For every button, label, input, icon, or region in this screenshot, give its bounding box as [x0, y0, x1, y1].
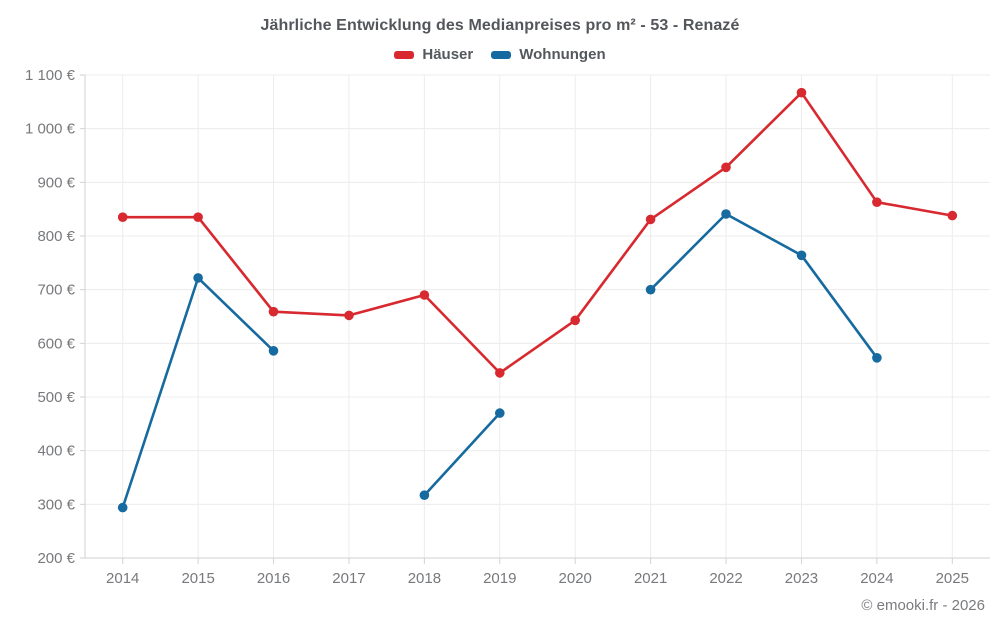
- x-tick-label: 2017: [332, 570, 365, 587]
- legend-label-haeuser: Häuser: [422, 46, 474, 63]
- wohnungen-series-swatch-icon: [491, 50, 512, 59]
- x-tick-label: 2021: [634, 570, 667, 587]
- x-tick-label: 2016: [257, 570, 290, 587]
- y-tick-label: 1 000 €: [25, 121, 76, 138]
- data-point-häuser-2021[interactable]: [645, 214, 656, 225]
- haeuser-series-swatch-icon: [394, 50, 415, 59]
- y-tick-label: 900 €: [37, 174, 75, 191]
- data-point-wohnungen-2016[interactable]: [268, 346, 279, 356]
- data-point-häuser-2016[interactable]: [268, 306, 279, 317]
- data-point-häuser-2015[interactable]: [193, 212, 203, 222]
- x-tick-label: 2018: [408, 570, 441, 587]
- data-point-häuser-2024[interactable]: [872, 197, 882, 207]
- data-point-wohnungen-2023[interactable]: [796, 250, 807, 261]
- chart-title: Jährliche Entwicklung des Medianpreises …: [260, 17, 740, 34]
- data-point-häuser-2014[interactable]: [117, 212, 128, 222]
- y-tick-label: 500 €: [37, 389, 75, 406]
- x-tick-label: 2023: [785, 570, 818, 587]
- x-tick-label: 2014: [106, 570, 139, 587]
- data-point-wohnungen-2024[interactable]: [872, 353, 882, 363]
- data-point-häuser-2019[interactable]: [495, 368, 505, 378]
- data-point-wohnungen-2022[interactable]: [721, 209, 731, 219]
- data-point-häuser-2025[interactable]: [947, 210, 958, 221]
- x-tick-label: 2020: [559, 570, 592, 587]
- data-point-wohnungen-2014[interactable]: [117, 502, 128, 513]
- series-line-häuser: [121, 91, 954, 375]
- x-tick-label: 2022: [709, 570, 742, 587]
- x-tick-label: 2025: [936, 570, 969, 587]
- y-tick-label: 400 €: [37, 443, 75, 460]
- x-tick-label: 2019: [483, 570, 516, 587]
- data-point-häuser-2020[interactable]: [570, 315, 580, 326]
- x-tick-label: 2015: [181, 570, 214, 587]
- x-tick-label: 2024: [860, 570, 893, 587]
- data-point-häuser-2017[interactable]: [344, 310, 354, 321]
- y-tick-label: 600 €: [37, 335, 75, 352]
- data-point-wohnungen-2018[interactable]: [419, 490, 430, 501]
- data-point-häuser-2018[interactable]: [419, 290, 430, 300]
- y-tick-label: 200 €: [37, 550, 75, 567]
- legend-item-haeuser[interactable]: Häuser: [394, 46, 473, 63]
- footer-credit: © emooki.fr - 2026: [861, 597, 985, 614]
- data-point-wohnungen-2019[interactable]: [495, 408, 505, 418]
- data-point-häuser-2023[interactable]: [796, 87, 807, 98]
- y-tick-label: 700 €: [37, 282, 75, 299]
- chart-legend: Häuser Wohnungen: [0, 46, 1000, 63]
- y-tick-label: 1 100 €: [25, 67, 76, 84]
- legend-label-wohnungen: Wohnungen: [519, 46, 606, 63]
- legend-item-wohnungen[interactable]: Wohnungen: [491, 46, 606, 63]
- y-tick-label: 300 €: [37, 496, 75, 513]
- data-point-häuser-2022[interactable]: [721, 162, 731, 173]
- y-tick-label: 800 €: [37, 228, 75, 245]
- data-point-wohnungen-2015[interactable]: [193, 273, 203, 283]
- data-point-wohnungen-2021[interactable]: [645, 284, 656, 295]
